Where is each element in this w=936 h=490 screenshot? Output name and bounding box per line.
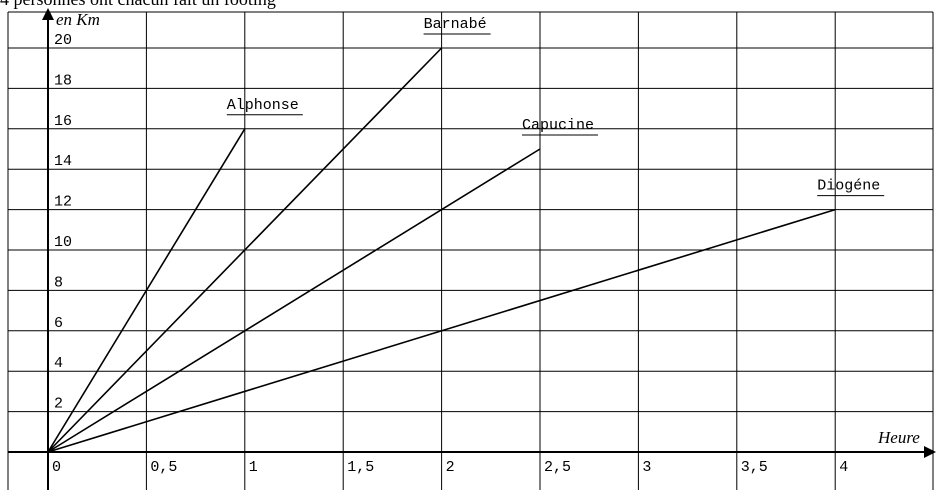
x-tick-label: 4	[839, 459, 848, 476]
x-tick-label: 1	[249, 459, 258, 476]
y-tick-label: 18	[54, 72, 72, 89]
y-tick-label: 16	[54, 113, 72, 130]
y-tick-label: 10	[54, 234, 72, 251]
series-label: Alphonse	[227, 97, 299, 114]
x-tick-label: 0,5	[150, 459, 177, 476]
series-line	[47, 208, 836, 453]
y-tick-label: 20	[54, 32, 72, 49]
series-line	[47, 47, 443, 453]
y-tick-label: 6	[54, 315, 63, 332]
y-axis-arrow	[42, 8, 54, 20]
x-axis-arrow	[924, 446, 936, 458]
series-line	[47, 128, 246, 453]
x-tick-label: 2	[446, 459, 455, 476]
series-label: Barnabé	[424, 16, 487, 33]
y-tick-label: 2	[54, 396, 63, 413]
y-tick-label: 12	[54, 194, 72, 211]
x-axis-label: Heure	[877, 428, 920, 447]
chart-title: 4 personnes ont chacun fait un footing	[0, 0, 276, 9]
series-line	[47, 148, 541, 453]
y-tick-label: 8	[54, 274, 63, 291]
x-tick-label: 1,5	[347, 459, 374, 476]
x-tick-label: 0	[52, 459, 61, 476]
series-label: Diogéne	[817, 178, 880, 195]
y-tick-label: 4	[54, 355, 63, 372]
y-axis-label: en Km	[56, 10, 100, 29]
x-tick-label: 3	[642, 459, 651, 476]
x-tick-label: 2,5	[544, 459, 571, 476]
y-tick-label: 14	[54, 153, 72, 170]
series-label: Capucine	[522, 117, 594, 134]
x-tick-label: 3,5	[741, 459, 768, 476]
